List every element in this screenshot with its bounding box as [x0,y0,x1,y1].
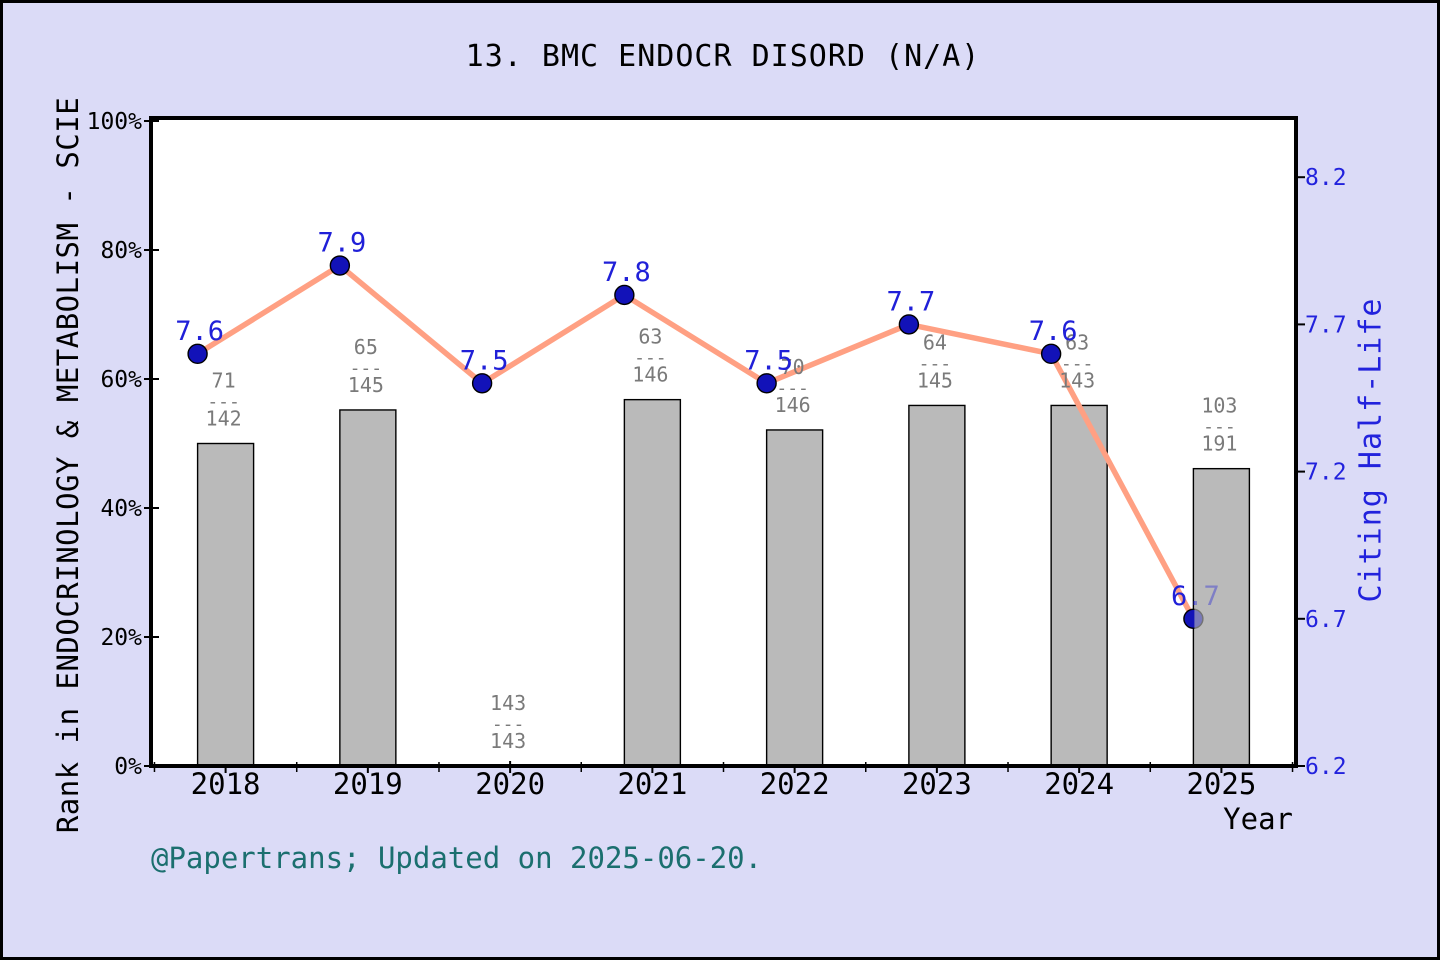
rank-numerator: 63 [638,325,662,349]
rank-numerator: 103 [1201,394,1237,418]
bar-2018 [196,442,255,767]
y-left-tick-label: 100% [87,109,143,135]
y-left-tick-label: 40% [100,496,142,522]
bar-2022 [765,429,824,767]
rank-numerator: 65 [354,335,378,359]
halflife-point-2019 [329,255,351,276]
rank-divider: --- [776,378,809,399]
x-tick-label: 2018 [191,767,261,801]
rank-divider: --- [919,353,952,374]
halflife-value-label: 7.6 [1029,316,1078,347]
bar-2019 [339,409,397,767]
x-tick-label: 2019 [333,767,403,801]
bar-2023 [908,404,966,767]
halflife-point-2021 [614,284,635,306]
rank-numerator: 143 [490,691,526,715]
rank-denominator: 191 [1201,432,1237,456]
x-tick-label: 2024 [1044,767,1114,801]
halflife-value-label: 7.8 [602,257,651,288]
halflife-point-2022 [756,373,777,394]
halflife-point-2020 [471,373,493,394]
bar-2021 [623,398,682,767]
x-tick-label: 2025 [1186,767,1256,801]
y-right-tick-label: 7.2 [1305,460,1347,486]
y-left-tick-label: 20% [100,625,142,651]
halflife-point-2018 [187,343,208,365]
y-right-tick-label: 8.2 [1305,165,1347,191]
rank-denominator: 145 [348,373,384,397]
rank-numerator: 70 [781,355,805,379]
plot-frame [149,116,1298,768]
rank-denominator: 146 [775,393,811,417]
rank-divider: --- [492,714,525,735]
halflife-value-label: 7.7 [886,286,935,317]
rank-denominator: 142 [206,407,242,431]
rank-numerator: 71 [212,369,236,393]
halflife-value-label: 7.9 [317,228,366,259]
rank-numerator: 63 [1065,330,1089,354]
halflife-line [194,262,1197,622]
rank-divider: --- [207,392,240,413]
halflife-value-label: 7.6 [175,316,224,347]
x-tick-label: 2021 [617,767,687,801]
y-right-tick-label: 6.7 [1305,607,1347,633]
footer-credit: @Papertrans; Updated on 2025-06-20. [151,841,763,875]
bar-overlay-2025 [1194,469,1249,765]
x-tick-label: 2023 [902,767,972,801]
y-right-tick-label: 7.7 [1305,312,1347,338]
y-left-tick-label: 60% [100,367,142,393]
rank-denominator: 143 [1059,368,1095,392]
halflife-value-label: 7.5 [460,345,509,376]
x-axis-title: Year [1223,802,1293,836]
rank-denominator: 145 [917,368,953,392]
y-left-tick-label: 80% [100,238,142,264]
rank-divider: --- [634,348,667,369]
chart-title: 13. BMC ENDOCR DISORD (N/A) [465,39,981,74]
y-left-tick-label: 0% [114,754,142,780]
y-right-tick-label: 6.2 [1305,754,1347,780]
rank-divider: --- [350,358,383,379]
x-tick-label: 2022 [760,767,830,801]
bar-2024 [1050,404,1108,767]
halflife-point-2023 [898,314,920,335]
rank-numerator: 64 [923,330,947,354]
halflife-point-2024 [1040,343,1062,365]
x-tick-label: 2020 [475,767,545,801]
rank-denominator: 143 [490,729,526,753]
plot-area [151,118,1296,766]
halflife-value-label: 7.5 [744,345,793,376]
rank-denominator: 146 [632,363,668,387]
rank-divider: --- [1203,417,1236,438]
rank-divider: --- [1061,353,1094,374]
